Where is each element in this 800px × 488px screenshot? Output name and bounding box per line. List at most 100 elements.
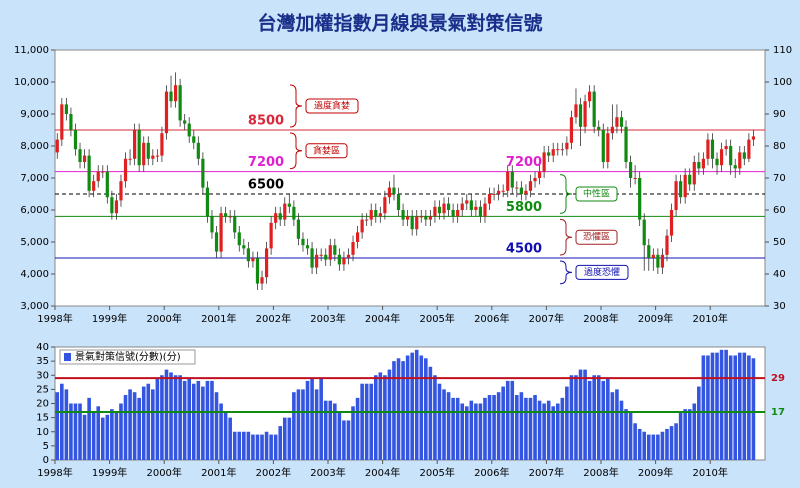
x-tick-label: 2008年 — [583, 312, 618, 325]
bar — [396, 358, 401, 460]
bar — [596, 375, 601, 460]
bar — [210, 380, 214, 460]
candle-body — [251, 258, 255, 262]
annotation: 貪婪區 — [313, 144, 340, 156]
candle-body — [469, 200, 473, 210]
bar — [628, 411, 633, 460]
brace — [289, 84, 303, 128]
bar — [141, 386, 146, 460]
bar — [114, 411, 119, 460]
candle-body — [556, 149, 560, 151]
bar — [201, 386, 205, 460]
y-tick-label: 3,000 — [20, 301, 49, 312]
bar — [515, 395, 519, 460]
bar — [505, 380, 510, 460]
bar — [542, 403, 546, 460]
y2-tick-label: 90 — [773, 109, 786, 120]
bar — [751, 358, 756, 460]
y-tick-label: 6,000 — [20, 205, 49, 216]
y-tick-label: 7,000 — [20, 173, 49, 184]
candle-body — [515, 187, 519, 189]
candle-body — [105, 171, 109, 198]
plot-area — [54, 49, 766, 307]
candle-body — [333, 245, 337, 255]
bar — [314, 389, 319, 460]
bar — [73, 403, 78, 460]
x-tick-label: 2006年 — [474, 312, 509, 325]
bar — [637, 428, 642, 460]
x-tick-label: 2005年 — [419, 312, 454, 325]
x-tick-label: 2010年 — [692, 312, 727, 325]
y-tick-label: 20 — [36, 399, 49, 410]
y-tick-label: 30 — [36, 370, 49, 381]
bar — [128, 389, 132, 460]
x-tick-label: 2009年 — [638, 312, 673, 325]
bar — [364, 383, 369, 460]
candle-body — [474, 206, 478, 210]
bar — [373, 375, 378, 460]
candle-body — [751, 136, 756, 140]
bar — [669, 426, 674, 460]
bar — [451, 397, 455, 460]
y-tick-label: 10,000 — [14, 77, 49, 88]
candle-body — [697, 162, 701, 169]
candle-body — [497, 190, 501, 194]
candle-body — [542, 152, 546, 172]
bar — [469, 400, 474, 460]
candle-body — [60, 104, 64, 140]
candle-body — [187, 123, 191, 137]
candle-body — [719, 149, 724, 166]
candle-body — [674, 181, 678, 210]
annotation-box — [575, 229, 618, 245]
candle-body — [360, 219, 364, 233]
y-tick-label: 11,000 — [14, 45, 49, 56]
candle-body — [483, 203, 487, 217]
bar — [665, 428, 669, 460]
candle-body — [233, 216, 237, 233]
candle-body — [424, 216, 428, 220]
bar — [110, 409, 114, 460]
candle-body — [692, 162, 696, 185]
x-tick-label: 2007年 — [529, 466, 564, 479]
candle-body — [269, 222, 273, 249]
x-tick-label: 1999年 — [92, 466, 127, 479]
bar — [282, 417, 287, 460]
x-tick-label: 2003年 — [310, 466, 345, 479]
bar — [91, 411, 96, 460]
y-tick-label: 40 — [36, 342, 49, 353]
y2-tick-label: 40 — [773, 269, 786, 280]
candle-body — [173, 85, 178, 102]
candle-body — [415, 216, 419, 230]
candle-body — [578, 104, 583, 127]
bar — [697, 386, 701, 460]
bar — [560, 397, 565, 460]
candle-body — [315, 254, 319, 268]
bar — [105, 414, 110, 460]
x-tick-label: 2001年 — [201, 312, 236, 325]
bar — [583, 369, 587, 460]
bar — [492, 395, 496, 460]
candle-body — [628, 162, 633, 178]
candle-body — [679, 181, 683, 198]
bar — [223, 411, 228, 460]
candle-body — [365, 219, 369, 221]
bar — [287, 417, 292, 460]
candle-body — [310, 248, 314, 268]
plot-area — [54, 346, 766, 461]
bar — [437, 383, 442, 460]
bar — [55, 392, 60, 460]
bar — [60, 383, 64, 460]
bar — [419, 355, 424, 460]
brace — [559, 174, 573, 214]
bar — [328, 400, 333, 460]
bar — [642, 431, 647, 460]
candle-body — [305, 245, 310, 249]
candle-body — [419, 216, 423, 218]
bar — [546, 400, 551, 460]
bar — [747, 355, 751, 460]
brace — [559, 260, 573, 285]
candle-body — [214, 232, 219, 252]
bar — [160, 375, 164, 460]
bar — [687, 409, 692, 460]
bar — [383, 375, 387, 460]
